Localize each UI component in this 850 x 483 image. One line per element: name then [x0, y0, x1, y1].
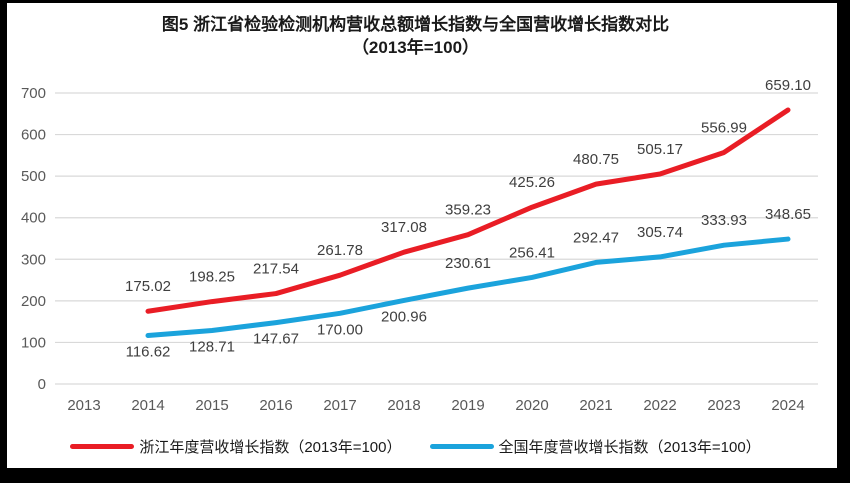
data-label: 480.75	[573, 151, 619, 168]
data-label: 147.67	[253, 331, 299, 348]
x-axis-tick-label: 2021	[579, 397, 612, 414]
y-axis-tick-label: 500	[21, 168, 46, 185]
zhejiang-series-label: 浙江年度营收增长指数（2013年=100）	[139, 439, 402, 456]
national-series-swatch	[429, 444, 494, 449]
x-axis-tick-label: 2022	[643, 397, 676, 414]
window-frame-right	[837, 0, 850, 483]
data-label: 261.78	[317, 242, 363, 259]
y-axis-tick-label: 100	[21, 334, 46, 351]
data-label: 305.74	[637, 224, 683, 241]
window-frame-top	[0, 0, 850, 3]
x-axis-tick-label: 2019	[451, 397, 484, 414]
data-label: 556.99	[701, 119, 747, 136]
x-axis-tick-label: 2020	[515, 397, 548, 414]
y-axis-tick-label: 200	[21, 293, 46, 310]
zhejiang-series-swatch	[70, 444, 135, 449]
data-label: 217.54	[253, 261, 299, 278]
x-axis-tick-label: 2024	[771, 397, 804, 414]
data-label: 659.10	[765, 77, 811, 94]
zhejiang-series-line	[145, 107, 791, 314]
x-axis-tick-label: 2015	[195, 397, 228, 414]
x-axis-tick-label: 2017	[323, 397, 356, 414]
data-label: 175.02	[125, 278, 171, 295]
data-label: 256.41	[509, 244, 555, 261]
x-axis-tick-label: 2013	[67, 397, 100, 414]
data-label: 170.00	[317, 321, 363, 338]
data-label: 128.71	[189, 338, 235, 355]
data-label: 317.08	[381, 219, 427, 236]
data-label: 292.47	[573, 229, 619, 246]
legend-item-national[interactable]: 全国年度营收增长指数（2013年=100）	[429, 436, 761, 457]
data-label: 333.93	[701, 212, 747, 229]
window-frame-bottom	[0, 468, 850, 483]
data-label: 230.61	[445, 255, 491, 272]
legend-item-zhejiang[interactable]: 浙江年度营收增长指数（2013年=100）	[70, 436, 402, 457]
legend: 浙江年度营收增长指数（2013年=100） 全国年度营收增长指数（2013年=1…	[7, 436, 824, 457]
data-label: 348.65	[765, 206, 811, 223]
data-label: 198.25	[189, 269, 235, 286]
national-series-line	[145, 236, 791, 339]
chart-title: 图5 浙江省检验检测机构营收总额增长指数与全国营收增长指数对比 （2013年=1…	[7, 13, 824, 59]
y-axis-tick-label: 0	[38, 376, 46, 393]
chart-title-line2: （2013年=100）	[351, 38, 480, 57]
x-axis-tick-label: 2016	[259, 397, 292, 414]
y-axis-tick-label: 300	[21, 251, 46, 268]
x-axis-tick-label: 2023	[707, 397, 740, 414]
data-label: 200.96	[381, 308, 427, 325]
x-axis-tick-label: 2014	[131, 397, 164, 414]
y-axis-tick-label: 400	[21, 210, 46, 227]
window-frame-left	[0, 0, 7, 483]
chart-title-line1: 图5 浙江省检验检测机构营收总额增长指数与全国营收增长指数对比	[161, 15, 670, 34]
data-label: 425.26	[509, 174, 555, 191]
data-label: 359.23	[445, 202, 491, 219]
national-series-label: 全国年度营收增长指数（2013年=100）	[498, 439, 761, 456]
y-axis-tick-label: 700	[21, 85, 46, 102]
y-axis-tick-label: 600	[21, 127, 46, 144]
data-label: 505.17	[637, 141, 683, 158]
x-axis-tick-label: 2018	[387, 397, 420, 414]
data-label: 116.62	[126, 344, 171, 361]
